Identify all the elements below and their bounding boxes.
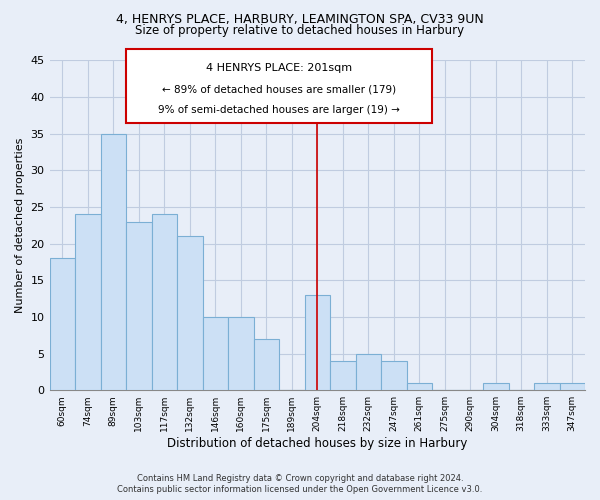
Text: ← 89% of detached houses are smaller (179): ← 89% of detached houses are smaller (17… (162, 84, 396, 94)
Bar (407, 383, 432, 390)
X-axis label: Distribution of detached houses by size in Harbury: Distribution of detached houses by size … (167, 437, 467, 450)
Bar (101, 134, 126, 390)
Bar (305, 295, 330, 390)
Bar (177, 236, 203, 390)
Text: 4 HENRYS PLACE: 201sqm: 4 HENRYS PLACE: 201sqm (206, 62, 352, 72)
Bar (254, 339, 279, 390)
Y-axis label: Number of detached properties: Number of detached properties (15, 138, 25, 313)
Text: Contains HM Land Registry data © Crown copyright and database right 2024.
Contai: Contains HM Land Registry data © Crown c… (118, 474, 482, 494)
Text: 4, HENRYS PLACE, HARBURY, LEAMINGTON SPA, CV33 9UN: 4, HENRYS PLACE, HARBURY, LEAMINGTON SPA… (116, 12, 484, 26)
Bar (228, 317, 254, 390)
Text: 9% of semi-detached houses are larger (19) →: 9% of semi-detached houses are larger (1… (158, 105, 400, 115)
Bar (483, 383, 509, 390)
Bar (560, 383, 585, 390)
Bar (50, 258, 75, 390)
Bar (534, 383, 560, 390)
Bar (75, 214, 101, 390)
Bar (381, 361, 407, 390)
Text: Size of property relative to detached houses in Harbury: Size of property relative to detached ho… (136, 24, 464, 37)
Bar (126, 222, 152, 390)
Bar (126, 50, 432, 122)
Bar (203, 317, 228, 390)
Bar (356, 354, 381, 390)
Bar (152, 214, 177, 390)
Bar (330, 361, 356, 390)
